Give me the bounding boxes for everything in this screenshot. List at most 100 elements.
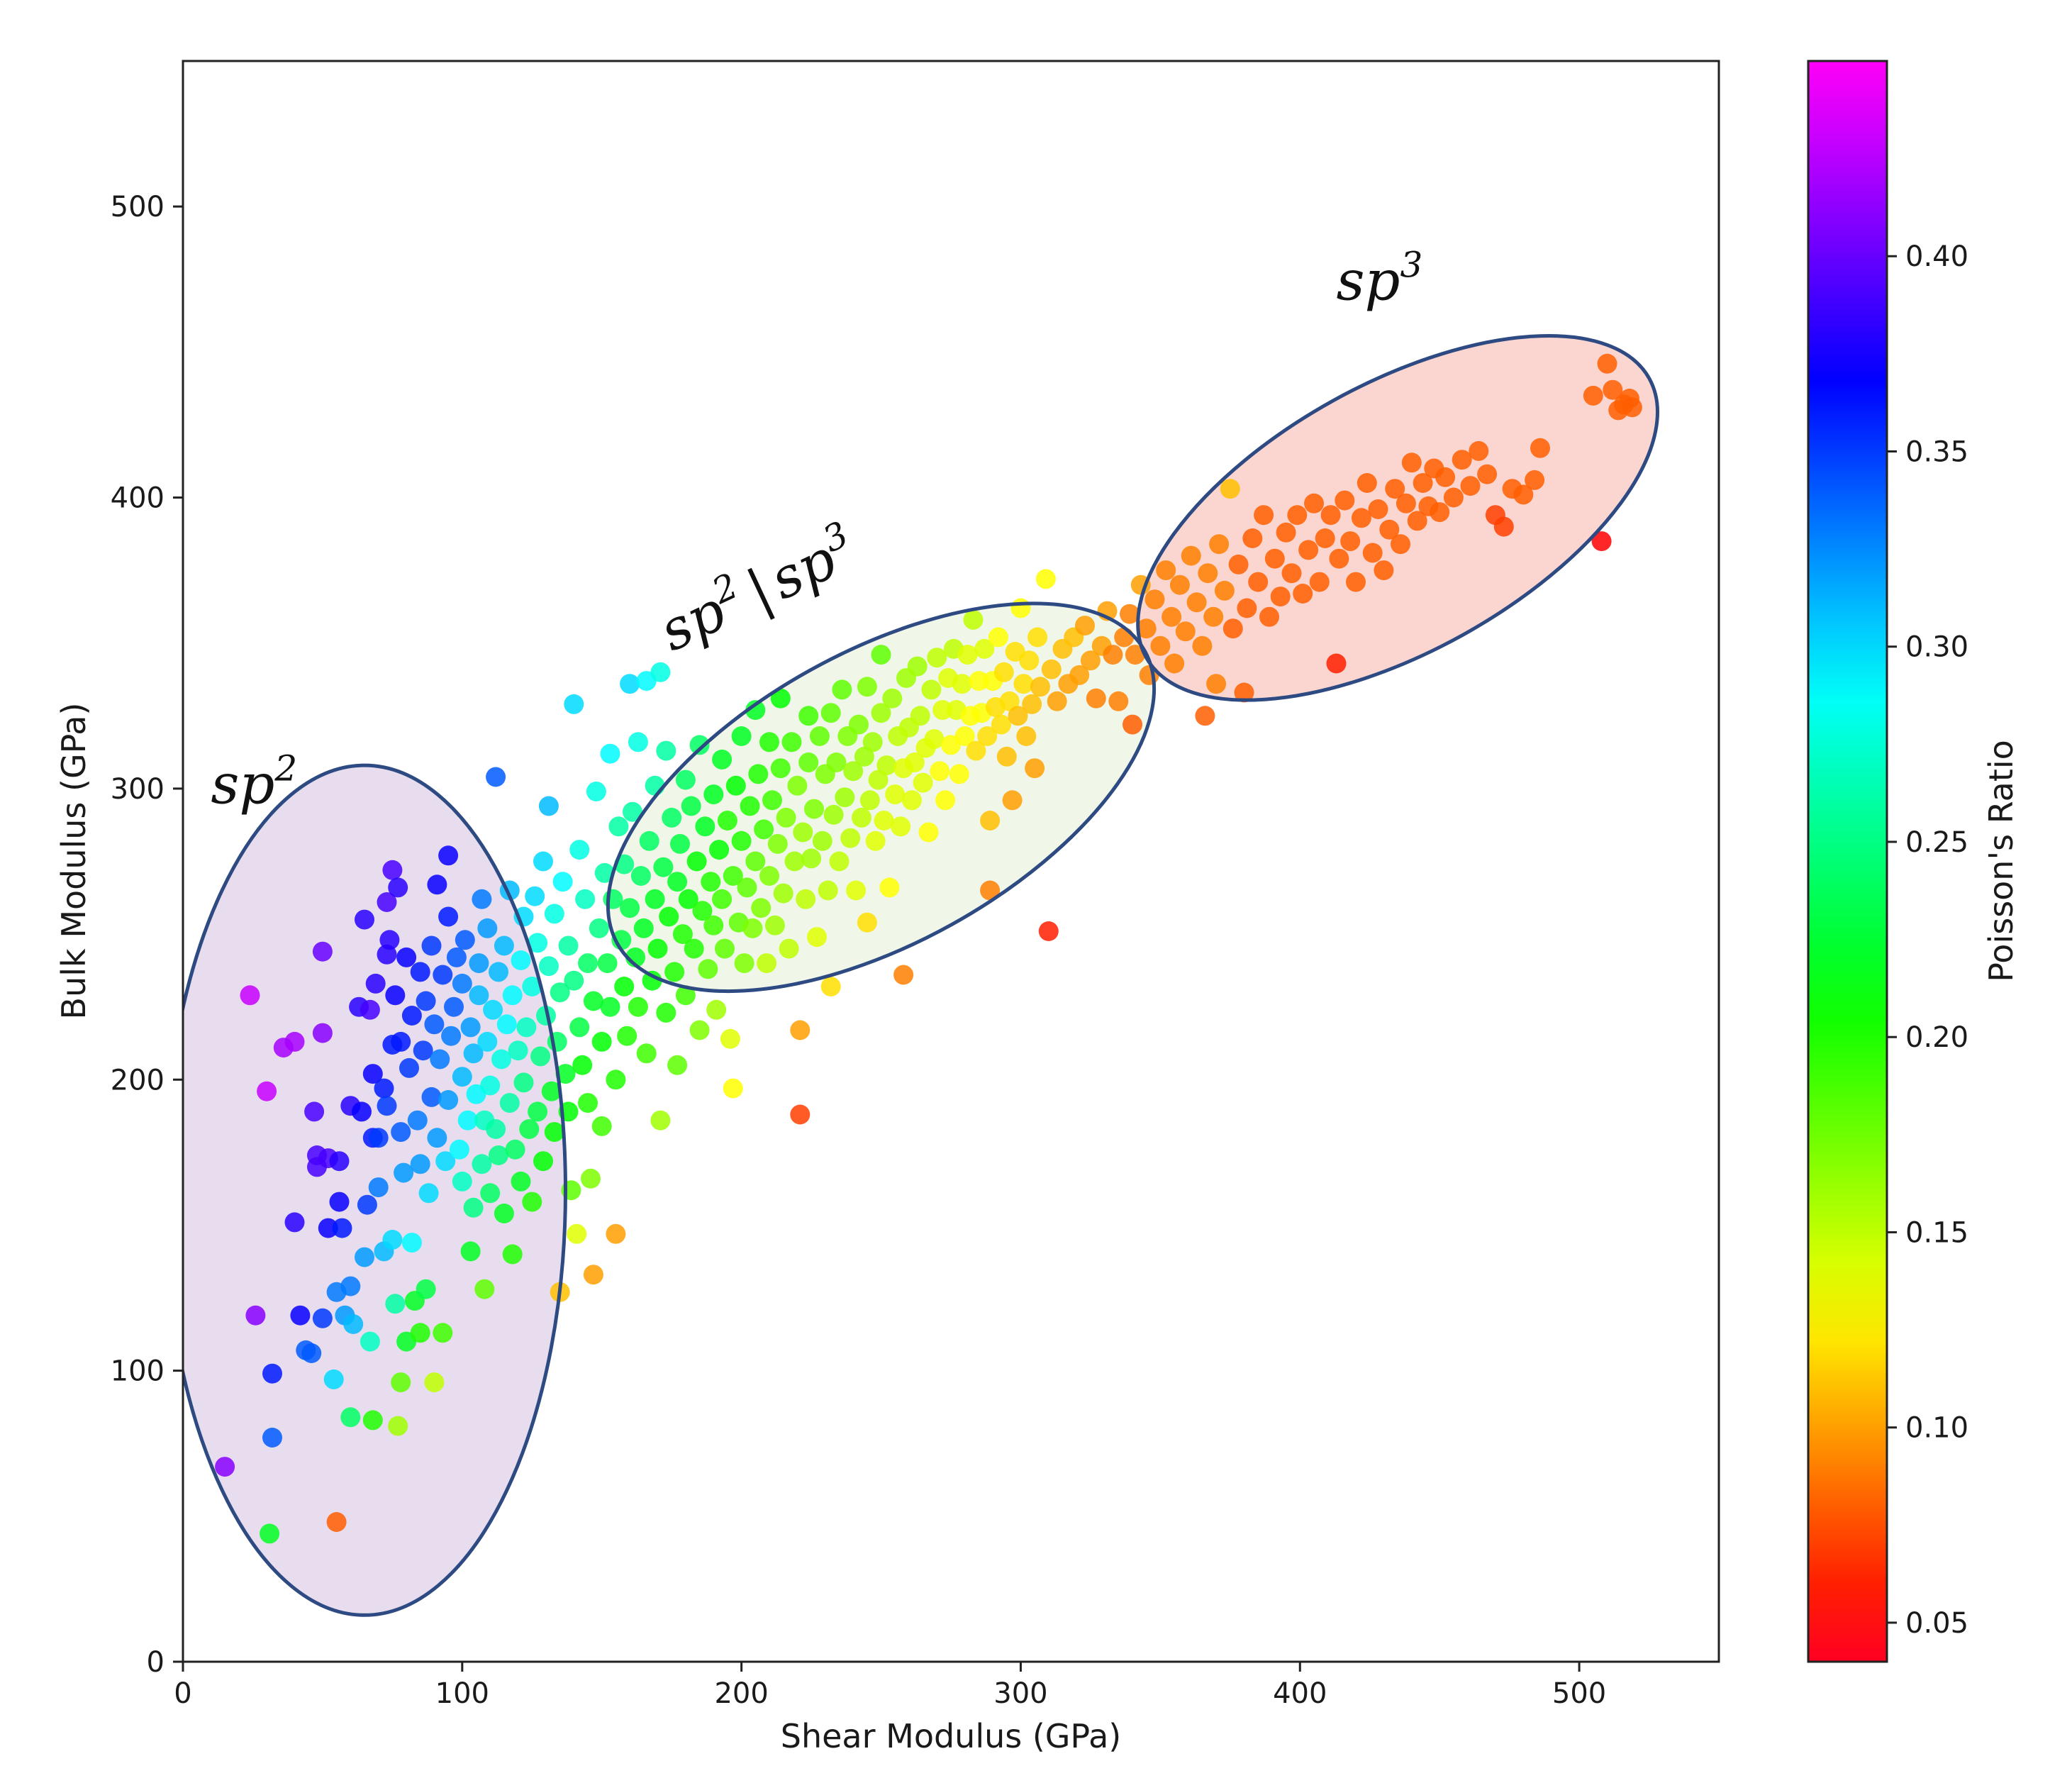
data-point (614, 977, 635, 996)
data-point (623, 801, 642, 822)
data-point (823, 804, 844, 825)
data-point (1123, 714, 1142, 735)
data-point (999, 691, 1020, 711)
data-point (528, 1101, 548, 1122)
data-point (1385, 479, 1405, 499)
colorbar-ticks: 0.05 0.10 0.15 0.20 0.25 0.30 0.35 0.40 (1887, 240, 1968, 1640)
data-point (977, 726, 998, 746)
data-point (620, 674, 640, 694)
data-point (723, 866, 743, 886)
data-point (477, 1031, 498, 1052)
data-point (1413, 473, 1433, 493)
data-point (907, 656, 928, 677)
colorbar-tick-label: 0.35 (1905, 435, 1968, 468)
data-point (541, 1081, 562, 1101)
data-point (793, 822, 813, 843)
data-point (452, 973, 472, 994)
data-point (1192, 635, 1213, 656)
data-point (355, 909, 374, 930)
data-point (318, 1218, 338, 1238)
data-point (1270, 587, 1291, 607)
data-point (1234, 682, 1254, 703)
data-point (662, 807, 682, 828)
data-point (1340, 531, 1361, 552)
x-tick-label: 0 (174, 1677, 191, 1710)
data-point (368, 1177, 389, 1198)
data-point (449, 1139, 469, 1160)
data-point (670, 833, 690, 854)
data-point (352, 1101, 372, 1122)
data-point (312, 1023, 333, 1043)
data-point (882, 688, 903, 709)
data-point (391, 1372, 411, 1393)
data-point (1206, 674, 1227, 694)
data-point (927, 648, 947, 668)
data-point (650, 662, 671, 682)
data-point (1125, 645, 1145, 665)
data-point (483, 999, 503, 1020)
data-point (988, 627, 1008, 648)
data-point (857, 912, 877, 933)
data-point (667, 872, 688, 892)
data-point (489, 962, 508, 982)
data-point (564, 694, 584, 714)
data-point (444, 996, 464, 1017)
data-point (725, 775, 746, 796)
data-point (1169, 574, 1190, 595)
data-point (410, 1154, 430, 1174)
data-point (904, 752, 925, 772)
data-point (463, 1043, 484, 1064)
data-point (776, 807, 796, 828)
data-point (1357, 473, 1377, 493)
data-point (1391, 534, 1410, 555)
data-point (516, 1017, 537, 1038)
colorbar-tick-label: 0.15 (1905, 1216, 1968, 1249)
colorbar: 0.05 0.10 0.15 0.20 0.25 0.30 0.35 0.40 Poisson… (1807, 60, 2020, 1663)
data-point (664, 962, 685, 982)
data-point (980, 811, 1001, 831)
x-tick-label: 400 (1273, 1677, 1327, 1710)
data-point (932, 700, 953, 721)
data-point (843, 761, 864, 782)
data-point (388, 1416, 408, 1436)
data-point (829, 851, 850, 872)
data-point (491, 1049, 511, 1070)
data-point (703, 784, 724, 805)
data-point (301, 1343, 322, 1363)
data-points (215, 353, 1642, 1544)
data-point (1203, 606, 1224, 627)
data-point (876, 755, 897, 776)
data-point (433, 1323, 453, 1343)
data-point (921, 679, 942, 700)
data-point (446, 947, 467, 967)
data-point (558, 935, 579, 956)
data-point (502, 1244, 523, 1265)
data-point (748, 764, 769, 784)
data-point (798, 752, 819, 772)
data-point (1477, 464, 1498, 484)
data-point (957, 645, 978, 665)
x-tick-label: 300 (993, 1677, 1047, 1710)
data-point (781, 732, 802, 752)
data-point (820, 703, 841, 723)
data-point (712, 749, 733, 770)
data-point (323, 1369, 344, 1389)
data-point (343, 1314, 364, 1334)
data-point (1530, 438, 1550, 458)
data-point (578, 953, 598, 974)
data-point (591, 1031, 612, 1052)
data-point (597, 953, 618, 974)
data-point (784, 851, 805, 872)
data-point (868, 770, 889, 790)
data-point (578, 1093, 598, 1113)
data-point (1010, 598, 1031, 618)
data-point (606, 1223, 626, 1244)
data-point (672, 924, 693, 945)
colorbar-tick-label: 0.10 (1905, 1412, 1968, 1445)
data-point (1162, 606, 1182, 627)
data-point (1335, 490, 1355, 511)
data-point (1047, 691, 1067, 711)
data-point (391, 1031, 411, 1052)
data-point (1228, 554, 1249, 574)
data-point (1086, 688, 1106, 709)
